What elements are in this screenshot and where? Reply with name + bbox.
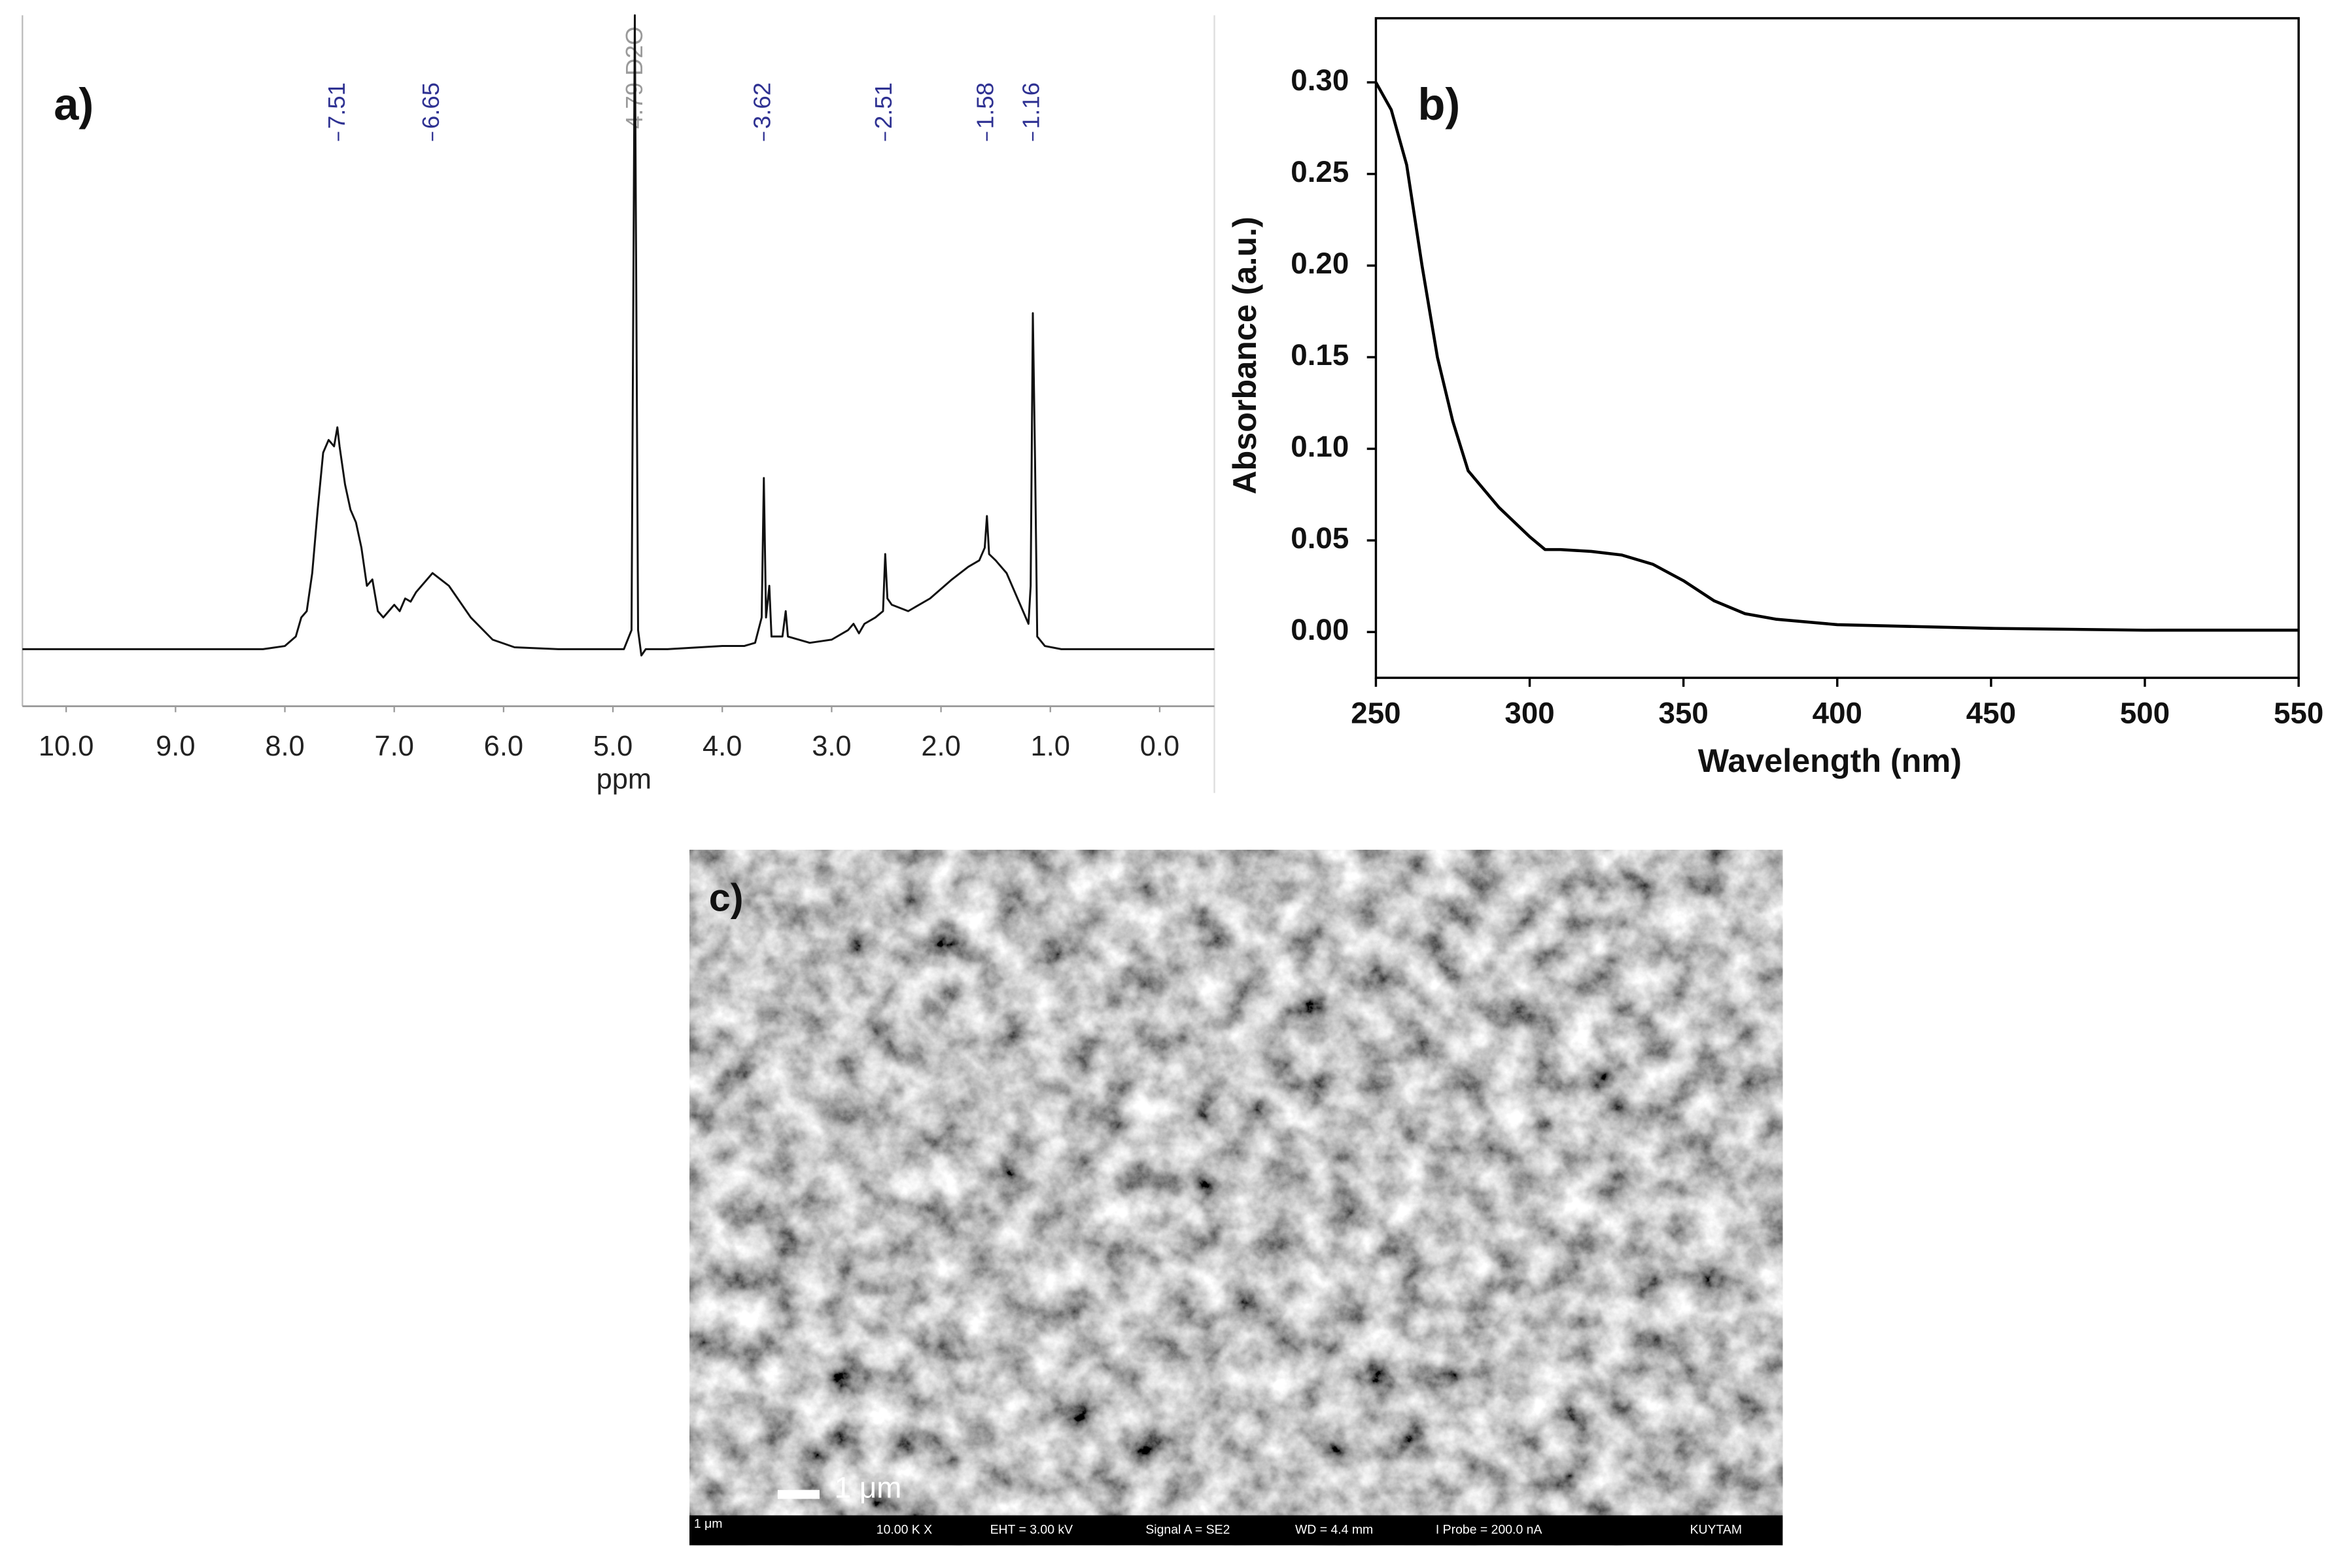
plot-frame bbox=[1374, 17, 2300, 679]
info-text: I Probe = 200.0 nA bbox=[1436, 1523, 1542, 1537]
spectrum-line bbox=[1374, 81, 2299, 632]
y-tick-label: 0.20 bbox=[1291, 247, 1349, 280]
x-tick-label: 5.0 bbox=[593, 731, 633, 762]
x-tick-label: 400 bbox=[1813, 696, 1862, 729]
x-tick-label: 8.0 bbox=[265, 731, 304, 762]
x-tick-label: 2.0 bbox=[921, 731, 960, 762]
peak-label: 1.16 bbox=[1018, 82, 1045, 129]
x-tick-label: 450 bbox=[1966, 696, 2016, 729]
x-tick-label: 10.0 bbox=[39, 731, 94, 762]
info-text: KUYTAM bbox=[1690, 1523, 1742, 1537]
x-axis-label: Wavelength (nm) bbox=[1698, 742, 1962, 779]
info-text: Signal A = SE2 bbox=[1145, 1523, 1230, 1537]
info-text: 1 μm bbox=[694, 1516, 723, 1531]
panel-label: c) bbox=[709, 876, 744, 920]
sem-panel: c) 1 μm 1 μm 10.00 K X EHT = 3.00 kV Sig… bbox=[689, 850, 1783, 1546]
x-tick-label: 4.0 bbox=[703, 731, 742, 762]
x-tick-label: 550 bbox=[2274, 696, 2323, 729]
x-tick-label: 7.0 bbox=[374, 731, 413, 762]
info-text: EHT = 3.00 kV bbox=[990, 1523, 1073, 1537]
info-text: WD = 4.4 mm bbox=[1295, 1523, 1373, 1537]
peak-label: 7.51 bbox=[323, 82, 350, 129]
peak-label: 2.51 bbox=[870, 82, 897, 129]
panel-label: b) bbox=[1417, 79, 1460, 130]
scale-bar bbox=[777, 1490, 820, 1499]
spectrum-line bbox=[22, 14, 1215, 657]
x-tick-label: 500 bbox=[2120, 696, 2170, 729]
x-tick-label: 3.0 bbox=[812, 731, 851, 762]
y-tick-label: 0.25 bbox=[1291, 155, 1349, 188]
peak-label: 1.58 bbox=[971, 82, 998, 129]
x-tick-label: 350 bbox=[1659, 696, 1709, 729]
y-tick-label: 0.10 bbox=[1291, 430, 1349, 463]
y-tick-label: 0.00 bbox=[1291, 613, 1349, 646]
x-tick-label: 250 bbox=[1351, 696, 1400, 729]
peak-label: 3.62 bbox=[748, 82, 775, 129]
x-tick-label: 0.0 bbox=[1140, 731, 1179, 762]
sem-image bbox=[689, 850, 1783, 1546]
y-tick-label: 0.30 bbox=[1291, 63, 1349, 97]
peak-label: 6.65 bbox=[417, 82, 444, 129]
scale-bar-label: 1 μm bbox=[835, 1471, 902, 1505]
y-tick-label: 0.15 bbox=[1291, 338, 1349, 372]
y-axis-label: Absorbance (a.u.) bbox=[1226, 217, 1263, 495]
y-tick-label: 0.05 bbox=[1291, 521, 1349, 555]
x-tick-label: 6.0 bbox=[484, 731, 523, 762]
x-tick-label: 1.0 bbox=[1031, 731, 1070, 762]
info-text: 10.00 K X bbox=[877, 1523, 932, 1537]
x-axis-label: ppm bbox=[597, 763, 652, 795]
panel-label: a) bbox=[54, 79, 94, 130]
x-tick-label: 9.0 bbox=[156, 731, 195, 762]
info-bar bbox=[689, 1515, 1783, 1546]
x-tick-label: 300 bbox=[1504, 696, 1554, 729]
